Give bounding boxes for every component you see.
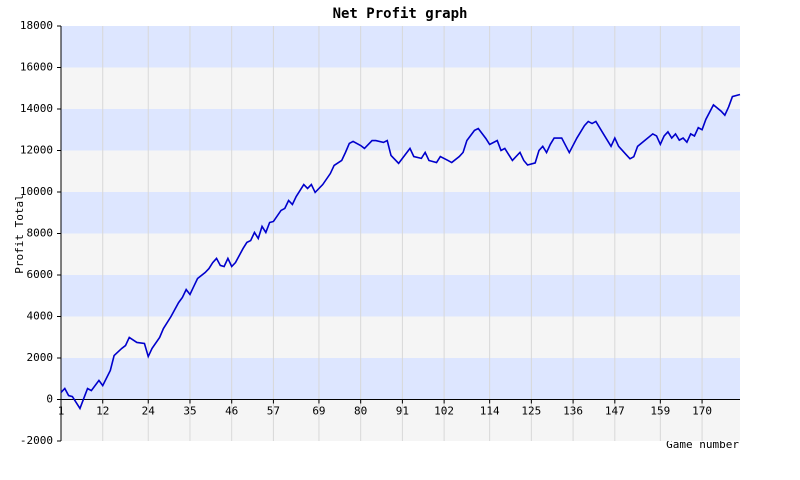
band xyxy=(61,358,740,400)
x-tick-label: 170 xyxy=(692,405,712,418)
x-tick-label: 57 xyxy=(267,405,280,418)
x-tick-label: 125 xyxy=(521,405,541,418)
x-tick-label: 114 xyxy=(480,405,500,418)
y-axis-label: Profit Total xyxy=(13,194,26,273)
band xyxy=(61,316,740,358)
y-tick-label: 10000 xyxy=(20,185,53,198)
y-tick-label: 14000 xyxy=(20,102,53,115)
x-tick-label: 24 xyxy=(142,405,156,418)
y-tick-label: 8000 xyxy=(27,227,54,240)
x-tick-label: 159 xyxy=(650,405,670,418)
chart-title: Net Profit graph xyxy=(333,6,468,22)
band xyxy=(61,399,740,441)
x-axis-label: Game number xyxy=(666,438,739,451)
band xyxy=(61,275,740,317)
y-tick-label: 2000 xyxy=(27,351,54,364)
band xyxy=(61,150,740,192)
y-tick-label: 16000 xyxy=(20,61,53,74)
x-tick-label: 35 xyxy=(183,405,196,418)
x-tick-label: 102 xyxy=(434,405,454,418)
x-tick-label: 136 xyxy=(563,405,583,418)
x-tick-label: 12 xyxy=(96,405,109,418)
band xyxy=(61,192,740,234)
x-tick-label: 69 xyxy=(312,405,325,418)
band xyxy=(61,26,740,68)
x-tick-label: 80 xyxy=(354,405,367,418)
x-tick-label: 91 xyxy=(396,405,409,418)
band xyxy=(61,109,740,151)
y-tick-label: 12000 xyxy=(20,144,53,157)
y-tick-label: -2000 xyxy=(20,434,53,447)
x-tick-label: 46 xyxy=(225,405,238,418)
y-tick-label: 18000 xyxy=(20,19,53,32)
y-tick-label: 4000 xyxy=(27,310,54,323)
y-tick-label: 0 xyxy=(46,393,53,406)
band xyxy=(61,67,740,109)
line xyxy=(60,93,741,411)
band xyxy=(61,233,740,275)
y-tick-label: 6000 xyxy=(27,268,54,281)
x-tick-label: 147 xyxy=(605,405,625,418)
